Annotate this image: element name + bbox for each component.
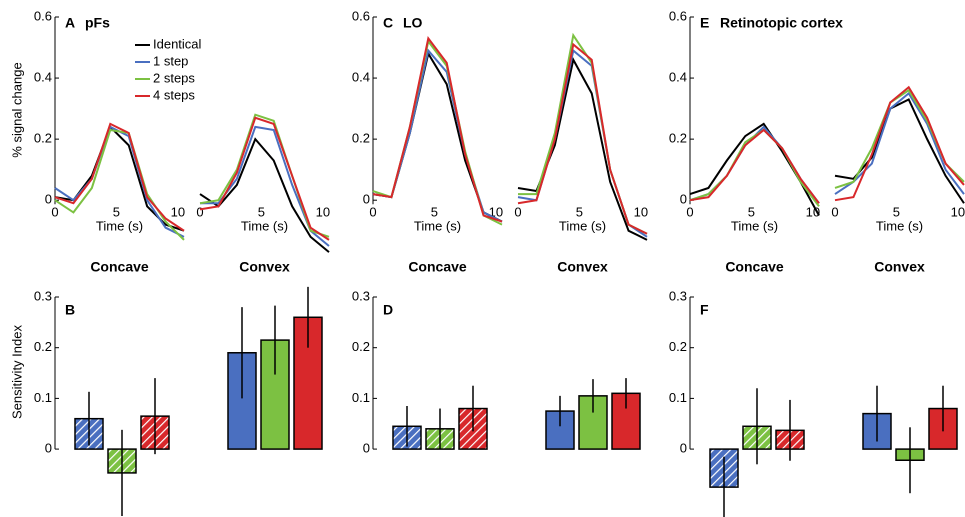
- x-tick-label: 5: [893, 205, 900, 220]
- subplot-title: Concave: [90, 259, 149, 275]
- panel-label: D: [383, 302, 393, 318]
- panel-label: C: [383, 15, 393, 31]
- y-tick-label: 0.6: [34, 8, 52, 23]
- y-tick-label: 0.1: [34, 390, 52, 405]
- y-tick-label: 0.2: [669, 131, 687, 146]
- y-tick-label: 0.2: [352, 339, 370, 354]
- y-tick-label: 0.3: [669, 288, 687, 303]
- line-series: [372, 36, 503, 223]
- legend-label: 1 step: [153, 53, 188, 68]
- x-tick-label: 10: [316, 205, 330, 220]
- y-tick-label: 0.2: [352, 131, 370, 146]
- y-tick-label: 0.2: [34, 339, 52, 354]
- x-tick-label: 5: [431, 205, 438, 220]
- y-tick-label: 0.4: [669, 70, 687, 85]
- line-series: [834, 98, 965, 204]
- y-axis-label: % signal change: [9, 62, 24, 157]
- x-axis-label: Time (s): [241, 219, 288, 234]
- y-tick-label: 0.6: [669, 8, 687, 23]
- y-tick-label: 0: [45, 192, 52, 207]
- legend-label: 2 steps: [153, 70, 195, 85]
- x-axis-label: Time (s): [731, 219, 778, 234]
- y-tick-label: 0.3: [352, 288, 370, 303]
- y-tick-label: 0: [45, 441, 52, 456]
- y-axis-label: Sensitivity Index: [9, 325, 24, 419]
- x-tick-label: 10: [634, 205, 648, 220]
- legend-label: Identical: [153, 36, 202, 51]
- panel-label: A: [65, 15, 75, 31]
- y-tick-label: 0.3: [34, 288, 52, 303]
- subplot-title: Convex: [557, 259, 608, 275]
- line-series: [199, 137, 330, 253]
- panel-label: E: [700, 15, 709, 31]
- line-series: [54, 128, 185, 241]
- panel-title: pFs: [85, 15, 110, 31]
- subplot-title: Convex: [874, 259, 925, 275]
- x-tick-label: 0: [51, 205, 58, 220]
- y-tick-label: 0.4: [352, 70, 370, 85]
- y-tick-label: 0.1: [352, 390, 370, 405]
- x-tick-label: 5: [748, 205, 755, 220]
- panel-label: B: [65, 302, 75, 318]
- line-series: [834, 91, 965, 195]
- line-series: [834, 85, 965, 202]
- subplot-title: Concave: [725, 259, 784, 275]
- x-tick-label: 10: [171, 205, 185, 220]
- legend-label: 4 steps: [153, 87, 195, 102]
- x-axis-label: Time (s): [414, 219, 461, 234]
- x-tick-label: 10: [951, 205, 965, 220]
- y-tick-label: 0.1: [669, 390, 687, 405]
- panel-label: F: [700, 302, 709, 318]
- y-tick-label: 0.2: [34, 131, 52, 146]
- x-tick-label: 5: [258, 205, 265, 220]
- x-tick-label: 0: [686, 205, 693, 220]
- subplot-title: Concave: [408, 259, 467, 275]
- x-axis-label: Time (s): [96, 219, 143, 234]
- x-tick-label: 5: [113, 205, 120, 220]
- line-series: [689, 128, 820, 207]
- y-tick-label: 0.6: [352, 8, 370, 23]
- x-axis-label: Time (s): [559, 219, 606, 234]
- subplot-title: Convex: [239, 259, 290, 275]
- y-tick-label: 0: [680, 192, 687, 207]
- x-tick-label: 0: [196, 205, 203, 220]
- line-series: [54, 122, 185, 232]
- x-tick-label: 0: [369, 205, 376, 220]
- line-series: [517, 42, 648, 235]
- y-tick-label: 0: [680, 441, 687, 456]
- x-tick-label: 10: [806, 205, 820, 220]
- x-tick-label: 5: [576, 205, 583, 220]
- x-tick-label: 0: [514, 205, 521, 220]
- y-tick-label: 0.2: [669, 339, 687, 354]
- y-tick-label: 0: [363, 192, 370, 207]
- panel-title: Retinotopic cortex: [720, 15, 843, 31]
- panel-title: LO: [403, 15, 423, 31]
- line-series: [689, 128, 820, 204]
- line-series: [199, 116, 330, 241]
- y-tick-label: 0.4: [34, 70, 52, 85]
- x-tick-label: 0: [831, 205, 838, 220]
- x-axis-label: Time (s): [876, 219, 923, 234]
- y-tick-label: 0: [363, 441, 370, 456]
